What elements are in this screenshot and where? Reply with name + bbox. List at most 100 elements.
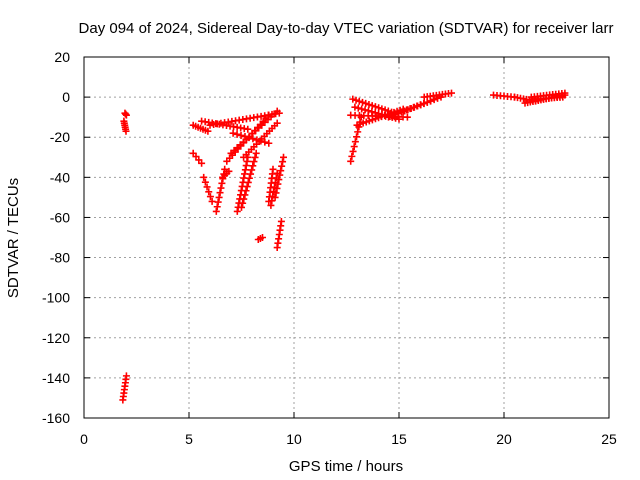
data-point xyxy=(351,103,359,111)
data-point xyxy=(239,199,247,207)
x-tick-label: 5 xyxy=(185,431,193,447)
data-point xyxy=(355,97,363,105)
y-tick-label: 0 xyxy=(62,89,70,105)
data-point xyxy=(365,101,373,109)
data-point xyxy=(273,107,281,115)
data-point xyxy=(559,93,567,101)
data-point xyxy=(215,193,223,201)
data-point xyxy=(242,162,250,170)
data-point xyxy=(349,95,357,103)
data-point xyxy=(208,197,216,205)
data-point xyxy=(250,158,258,166)
y-tick-label: -40 xyxy=(50,169,70,185)
y-tick-labels: 20 0 -20 -40 -60 -80 -100 -120 -140 -160 xyxy=(42,49,70,426)
data-point xyxy=(200,173,208,181)
data-point xyxy=(122,127,130,135)
data-point xyxy=(259,234,266,241)
data-point xyxy=(212,207,220,215)
data-point xyxy=(358,98,366,106)
data-point xyxy=(420,99,428,107)
data-point xyxy=(271,193,279,201)
y-axis-label: SDTVAR / TECUs xyxy=(5,178,22,298)
data-point xyxy=(201,178,209,186)
data-point xyxy=(430,96,438,104)
data-point xyxy=(267,201,275,209)
data-point xyxy=(413,102,421,110)
data-point xyxy=(233,207,241,215)
data-point xyxy=(218,179,226,187)
y-tick-label: -140 xyxy=(42,370,70,386)
data-point xyxy=(237,131,245,139)
data-point xyxy=(241,170,249,178)
data-point xyxy=(277,217,285,225)
data-point xyxy=(352,96,360,104)
data-point xyxy=(217,184,225,192)
y-tick-label: -160 xyxy=(42,410,70,426)
plot-frame xyxy=(83,56,610,419)
data-point xyxy=(358,105,366,113)
data-point xyxy=(399,107,407,115)
data-point xyxy=(403,113,411,121)
data-point xyxy=(247,170,255,178)
data-point xyxy=(251,153,259,161)
data-point xyxy=(238,203,245,211)
data-point xyxy=(269,165,277,173)
chart-title: Day 094 of 2024, Sidereal Day-to-day VTE… xyxy=(79,20,614,37)
data-point xyxy=(273,184,281,192)
data-point xyxy=(371,103,379,111)
data-point xyxy=(122,111,130,119)
data-point xyxy=(273,119,281,127)
data-point xyxy=(245,174,253,182)
data-point xyxy=(229,129,237,137)
data-point xyxy=(348,152,356,160)
data-point xyxy=(203,183,211,191)
data-point xyxy=(241,166,249,174)
data-point xyxy=(351,138,359,146)
data-point xyxy=(268,197,276,205)
data-point xyxy=(233,130,241,138)
data-point xyxy=(198,159,206,167)
data-point xyxy=(406,105,414,113)
x-tick-label: 25 xyxy=(601,431,617,447)
data-point xyxy=(214,198,222,206)
data-point xyxy=(277,167,285,175)
data-point xyxy=(244,125,252,133)
y-tick-label: 20 xyxy=(54,49,70,65)
y-tick-label: -100 xyxy=(42,290,70,306)
data-point xyxy=(249,135,257,143)
x-tick-label: 0 xyxy=(80,431,88,447)
data-point xyxy=(265,139,273,147)
data-point xyxy=(279,158,287,166)
data-point xyxy=(349,147,357,155)
data-points xyxy=(119,89,569,404)
x-tick-label: 15 xyxy=(391,431,407,447)
data-point xyxy=(388,112,396,120)
data-point xyxy=(252,149,260,157)
data-point xyxy=(206,193,214,201)
data-point xyxy=(272,189,280,197)
data-point xyxy=(354,104,362,112)
data-point xyxy=(403,106,411,114)
data-point xyxy=(368,102,376,110)
grid-lines xyxy=(84,57,609,418)
y-tick-label: -80 xyxy=(50,250,70,266)
data-point xyxy=(347,157,355,165)
data-point xyxy=(213,203,221,211)
data-point xyxy=(410,103,418,111)
data-point xyxy=(205,188,213,196)
data-point xyxy=(244,178,252,186)
y-tick-label: -60 xyxy=(50,209,70,225)
x-tick-label: 20 xyxy=(496,431,512,447)
y-tick-label: -120 xyxy=(42,330,70,346)
data-point xyxy=(242,187,250,195)
data-point xyxy=(354,128,362,136)
data-point xyxy=(243,183,251,191)
data-point xyxy=(353,133,361,141)
data-point xyxy=(248,166,256,174)
data-point xyxy=(416,101,424,109)
data-point xyxy=(448,89,455,97)
data-point xyxy=(275,176,283,184)
data-point xyxy=(385,113,392,121)
data-point xyxy=(278,162,286,170)
